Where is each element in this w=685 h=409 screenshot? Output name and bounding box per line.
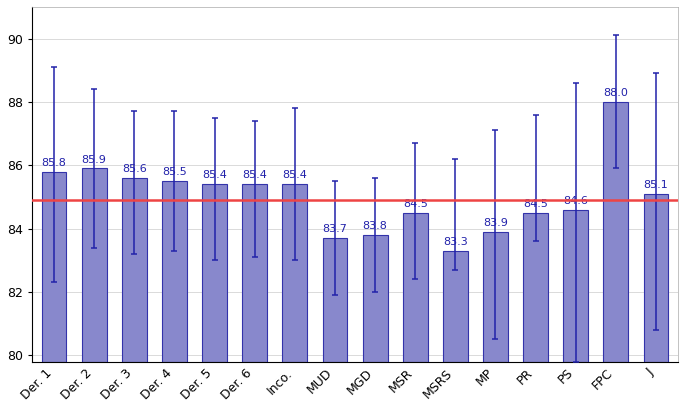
Bar <box>122 178 147 362</box>
Text: 85.4: 85.4 <box>242 171 267 180</box>
Bar <box>323 238 347 362</box>
Bar <box>162 181 187 362</box>
Text: 85.4: 85.4 <box>282 171 308 180</box>
Text: 85.8: 85.8 <box>42 158 66 168</box>
Bar <box>82 169 107 362</box>
Text: 83.8: 83.8 <box>362 221 388 231</box>
Text: 83.7: 83.7 <box>323 224 347 234</box>
Text: 85.4: 85.4 <box>202 171 227 180</box>
Bar <box>362 235 388 362</box>
Bar <box>282 184 308 362</box>
Text: 88.0: 88.0 <box>603 88 628 98</box>
Bar <box>643 194 669 362</box>
Text: 83.9: 83.9 <box>483 218 508 228</box>
Bar <box>202 184 227 362</box>
Bar <box>403 213 427 362</box>
Text: 85.9: 85.9 <box>82 155 107 165</box>
Text: 83.3: 83.3 <box>443 237 468 247</box>
Text: 85.1: 85.1 <box>644 180 669 190</box>
Text: 84.5: 84.5 <box>403 199 427 209</box>
Bar <box>242 184 267 362</box>
Bar <box>603 102 628 362</box>
Text: 85.6: 85.6 <box>122 164 147 174</box>
Bar <box>483 232 508 362</box>
Text: 85.5: 85.5 <box>162 167 187 177</box>
Bar <box>523 213 548 362</box>
Text: 84.5: 84.5 <box>523 199 548 209</box>
Bar <box>563 209 588 362</box>
Text: 84.6: 84.6 <box>563 196 588 206</box>
Bar <box>443 251 468 362</box>
Bar <box>42 172 66 362</box>
